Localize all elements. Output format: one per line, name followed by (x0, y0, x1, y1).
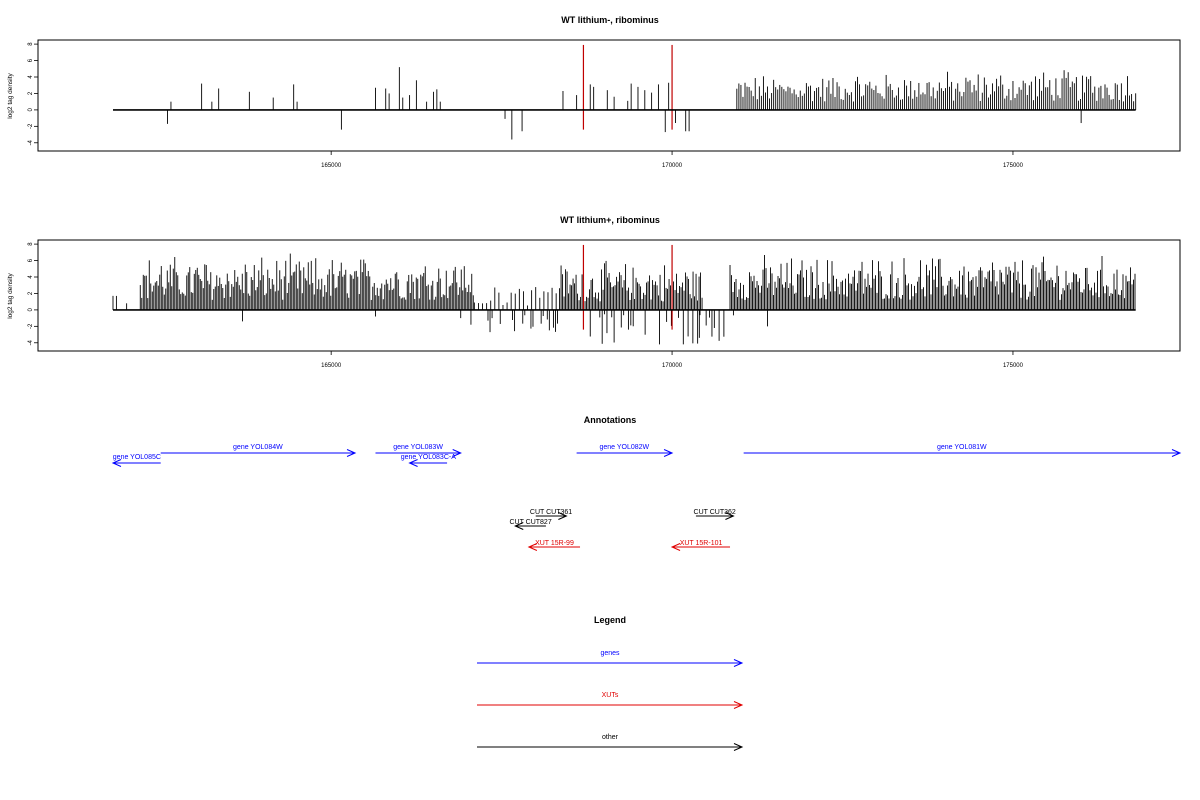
y-tick-label: -2 (28, 323, 34, 329)
gene-feature-arrowhead (408, 459, 418, 467)
cut-feature-label: CUT CUT361 (530, 509, 572, 516)
xut-feature-label: XUT 15R-101 (680, 540, 723, 547)
cut-feature-label: CUT CUT827 (509, 519, 551, 526)
gene-feature-label: gene YOL081W (937, 444, 987, 451)
gene-feature-label: gene YOL083W (393, 444, 443, 451)
bar-series (112, 244, 1136, 345)
gene-feature-label: gene YOL083C-A (401, 454, 456, 461)
gene-feature-arrowhead (452, 449, 462, 457)
y-tick-label: -2 (28, 123, 34, 129)
y-tick-label: 0 (28, 308, 34, 312)
axes: -4 -2 0 2 4 6 8 165000 170000 175000 (28, 242, 1136, 369)
cut-feature-label: CUT CUT362 (694, 509, 736, 516)
gene-feature-label: gene YOL082W (599, 444, 649, 451)
bar-series (167, 44, 1137, 140)
annotations-title: Annotations (584, 415, 637, 425)
x-tick-label: 165000 (321, 163, 342, 169)
y-tick-label: 4 (28, 275, 34, 279)
y-tick-label: 2 (28, 291, 34, 295)
x-tick-label: 170000 (662, 163, 683, 169)
y-axis-label: log2 tag density (7, 272, 14, 318)
cut-feature-arrowhead (558, 512, 568, 520)
gene-feature-label: gene YOL084W (233, 444, 283, 451)
legend: Legend genes XUTs other (477, 615, 744, 751)
legend-title: Legend (594, 615, 626, 625)
track-panel-lithium-minus: WT lithium-, ribominus log2 tag density … (7, 15, 1181, 169)
plot-frame (37, 239, 1181, 352)
track-panel-lithium-plus: WT lithium+, ribominus log2 tag density … (7, 215, 1181, 369)
y-tick-label: 8 (28, 242, 34, 246)
y-tick-label: 8 (28, 42, 34, 46)
gene-feature-label: gene YOL085C (113, 454, 161, 461)
xut-feature-arrowhead (670, 543, 681, 551)
y-tick-label: 6 (28, 58, 34, 62)
cut-feature-arrowhead (725, 512, 735, 520)
gene-feature-arrowhead (1171, 449, 1182, 457)
x-tick-label: 170000 (662, 363, 683, 369)
track-title: WT lithium+, ribominus (560, 215, 660, 225)
legend-label: XUTs (602, 692, 619, 699)
legend-items: genes XUTs other (477, 650, 744, 751)
x-tick-label: 175000 (1003, 163, 1024, 169)
legend-arrowhead (733, 701, 744, 709)
y-tick-label: -4 (28, 139, 34, 145)
y-tick-label: 0 (28, 108, 34, 112)
legend-arrowhead (733, 743, 744, 751)
gene-feature-arrowhead (111, 459, 122, 467)
xut-feature-arrowhead (527, 543, 538, 551)
x-tick-label: 165000 (321, 363, 342, 369)
track-title: WT lithium-, ribominus (561, 15, 659, 25)
legend-arrowhead (733, 659, 744, 667)
x-tick-label: 175000 (1003, 363, 1024, 369)
xut-feature-label: XUT 15R-99 (535, 540, 574, 547)
y-tick-label: 2 (28, 91, 34, 95)
legend-label: other (602, 734, 619, 741)
gene-feature-arrowhead (663, 449, 674, 457)
y-tick-label: -4 (28, 339, 34, 345)
gene-feature-arrowhead (346, 449, 357, 457)
y-tick-label: 4 (28, 75, 34, 79)
y-tick-label: 6 (28, 258, 34, 262)
annotation-features: gene YOL085C gene YOL084W gene YOL083W gene… (111, 444, 1182, 551)
legend-label: genes (600, 650, 620, 657)
axes: -4 -2 0 2 4 6 8 165000 170000 175000 (28, 42, 1136, 169)
y-axis-label: log2 tag density (7, 72, 14, 118)
plot-frame (37, 39, 1181, 152)
cut-feature-arrowhead (514, 522, 524, 530)
